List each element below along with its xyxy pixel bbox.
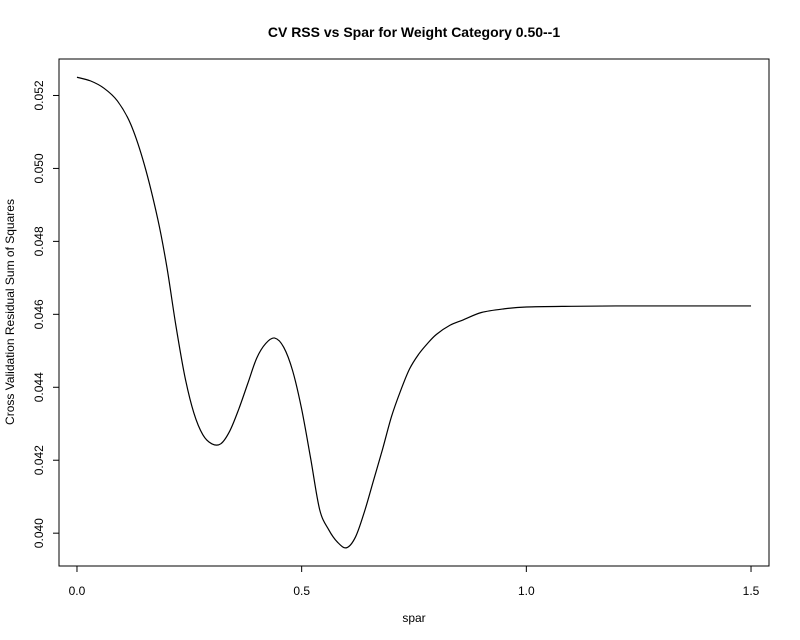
y-axis-label: Cross Validation Residual Sum of Squares: [3, 199, 17, 425]
y-tick-label: 0.050: [32, 153, 46, 183]
chart-title: CV RSS vs Spar for Weight Category 0.50-…: [268, 24, 560, 40]
y-tick-label: 0.042: [32, 445, 46, 475]
x-tick-label: 0.0: [69, 584, 86, 598]
cv-rss-line: [76, 76, 752, 549]
y-tick-label: 0.046: [32, 299, 46, 329]
x-tick-label: 1.5: [743, 584, 760, 598]
y-tick-label: 0.048: [32, 226, 46, 256]
y-tick-label: 0.044: [32, 372, 46, 402]
x-axis: 0.0 0.5 1.0 1.5: [69, 565, 760, 598]
y-tick-label: 0.052: [32, 80, 46, 110]
x-tick-label: 1.0: [518, 584, 535, 598]
y-tick-label: 0.040: [32, 518, 46, 548]
y-axis: 0.040 0.042 0.044 0.046 0.048 0.050 0.052: [32, 80, 60, 548]
x-tick-label: 0.5: [293, 584, 310, 598]
x-axis-label: spar: [402, 611, 425, 625]
